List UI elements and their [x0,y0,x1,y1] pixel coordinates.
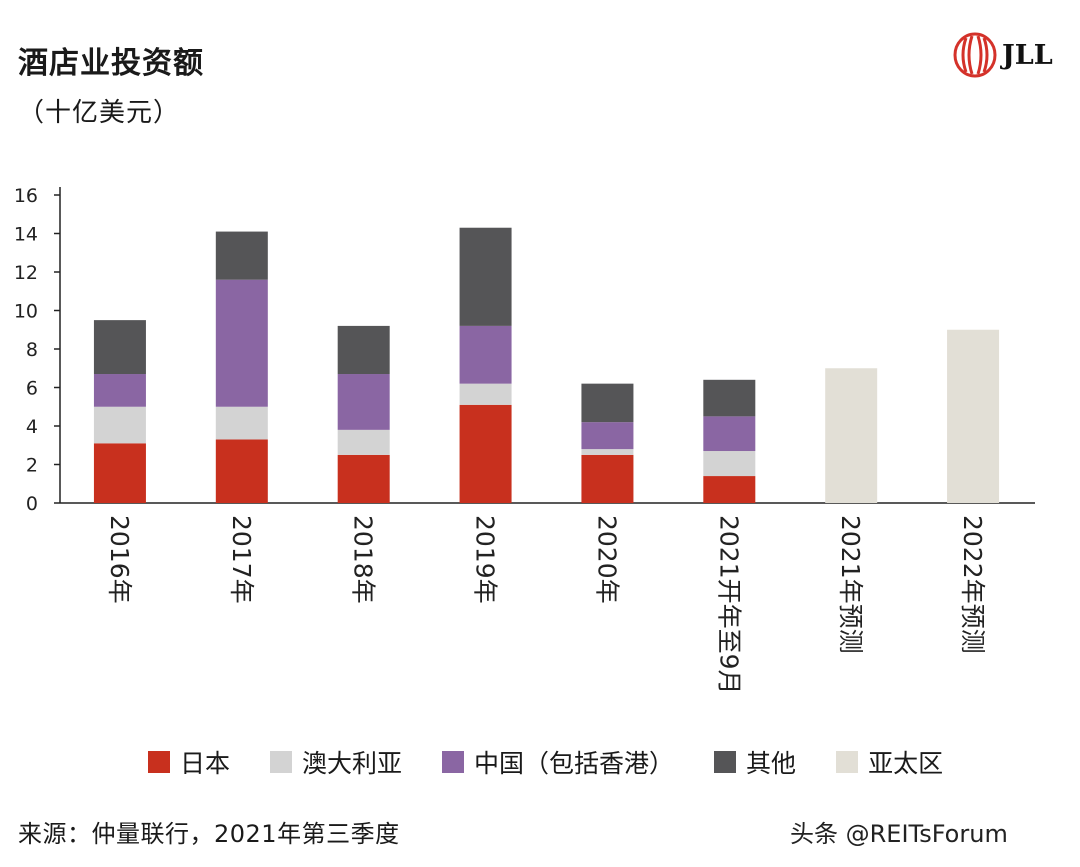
source-note: 来源：仲量联行，2021年第三季度 [18,820,400,848]
x-tick-label: 2017年 [227,515,256,604]
bar-segment [581,454,634,503]
jll-logo: JLL [952,30,1062,80]
bar-segment [215,406,268,440]
y-tick-label: 12 [14,262,38,284]
legend-item: 亚太区 [836,744,943,780]
legend-item: 中国（包括香港） [442,744,674,780]
legend-item: 日本 [148,744,230,780]
legend-item: 澳大利亚 [270,744,402,780]
x-tick-label: 2019年 [471,515,500,604]
legend-label: 日本 [180,749,231,778]
bar-segment [703,451,756,477]
watermark: 头条 @REITsForum [790,820,1008,848]
legend-label: 亚太区 [868,749,944,778]
y-tick-label: 10 [14,301,38,323]
bar-segment [93,320,146,375]
logo-text: JLL [1002,39,1053,71]
legend-label: 澳大利亚 [302,749,403,778]
bar-segment [215,231,268,280]
y-tick-label: 2 [26,455,38,477]
jll-logo-icon [953,32,997,78]
y-tick-label: 4 [26,416,38,438]
bar-segment [825,368,878,503]
legend-swatch [836,751,859,773]
bar-segment [459,404,512,503]
chart-subtitle: （十亿美元） [18,98,181,128]
bar-segment [93,406,146,444]
x-tick-label: 2020年 [592,515,621,604]
x-tick-label: 2016年 [105,515,134,604]
bar-segment [459,383,512,405]
bar-segment [459,325,512,384]
y-tick-label: 14 [14,224,38,246]
bar-segment [93,374,146,407]
chart-title: 酒店业投资额 [18,46,204,81]
y-tick-label: 16 [14,185,38,207]
y-tick-label: 8 [26,339,38,361]
y-tick-label: 6 [26,378,38,400]
bar-segment [215,439,268,503]
bar-segment [337,374,390,430]
x-tick-label: 2018年 [349,515,378,604]
legend-item: 其他 [714,744,796,780]
bar-segment [459,227,512,326]
legend-label: 其他 [746,749,797,778]
bar-segment [703,379,756,417]
bar-segment [703,416,756,452]
bar-segment [703,476,756,503]
legend-label: 中国（包括香港） [474,749,675,778]
legend-swatch [442,751,465,773]
legend-swatch [148,751,170,773]
chart-legend: 日本 澳大利亚 中国（包括香港） 其他 亚太区 [148,744,983,780]
stacked-bar-chart: 0 2 4 6 8 10 12 14 16 2016年 2017年 2018年 2019年 2020年 20… [14,185,1035,695]
x-tick-label: 2022年预测 [958,515,987,654]
bar-segment [947,329,1000,503]
bar-segment [93,443,146,503]
legend-swatch [714,751,737,773]
bar-segment [337,454,390,503]
x-tick-label: 2021开年至9月 [714,515,743,695]
bar-segment [581,383,634,423]
bar-segment [337,429,390,455]
legend-swatch [270,751,293,773]
bar-segment [581,422,634,450]
bar-segment [581,449,634,455]
bar-segment [215,279,268,407]
y-tick-label: 0 [26,493,38,515]
x-tick-label: 2021年预测 [836,515,865,654]
bar-segment [337,325,390,375]
